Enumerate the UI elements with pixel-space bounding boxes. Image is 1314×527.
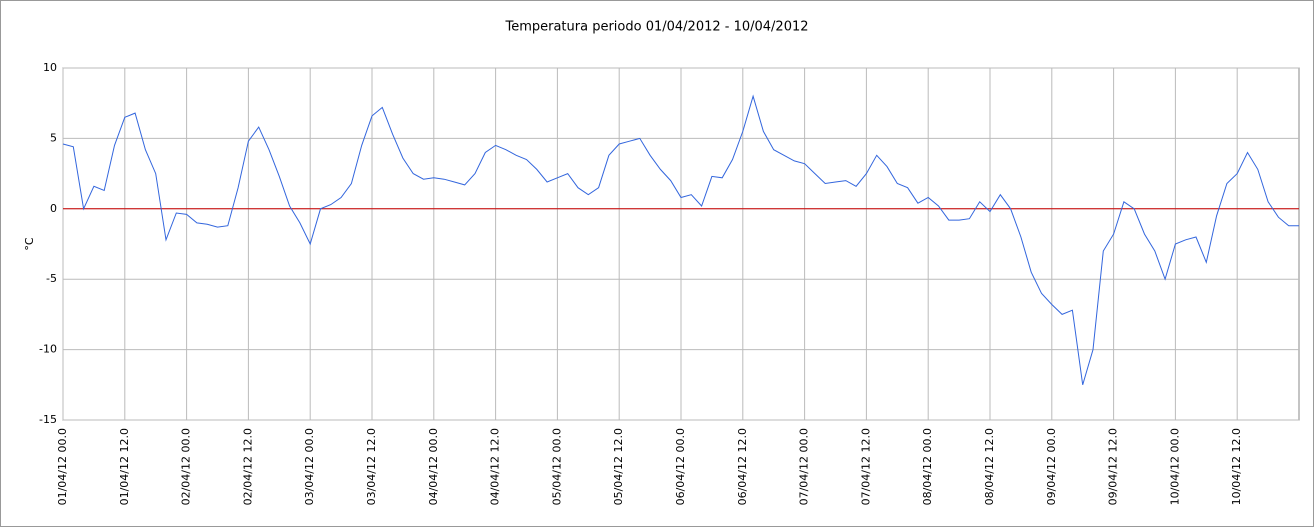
data-line — [62, 94, 1299, 385]
x-tick-label: 07/04/12 12.0 — [859, 428, 872, 505]
y-tick-label: -5 — [46, 272, 57, 285]
x-tick-label: 06/04/12 00.0 — [674, 428, 687, 505]
x-tick-label: 09/04/12 12.0 — [1107, 428, 1120, 505]
x-tick-label: 01/04/12 00.0 — [56, 428, 69, 505]
x-tick-label: 10/04/12 12.0 — [1230, 428, 1243, 505]
y-axis-label: °C — [23, 237, 36, 251]
y-tick-label: -10 — [39, 343, 57, 356]
x-tick-label: 04/04/12 00.0 — [427, 428, 440, 505]
x-tick-label: 01/04/12 12.0 — [118, 428, 131, 505]
y-tick-label: 0 — [50, 202, 57, 215]
x-tick-label: 04/04/12 12.0 — [489, 428, 502, 505]
x-tick-label: 08/04/12 12.0 — [983, 428, 996, 505]
x-tick-label: 03/04/12 00.0 — [303, 428, 316, 505]
x-tick-label: 02/04/12 12.0 — [241, 428, 254, 505]
x-tick-label: 03/04/12 12.0 — [365, 428, 378, 505]
y-tick-label: 5 — [50, 131, 57, 144]
y-tick-label: 10 — [43, 61, 57, 74]
x-tick-label: 05/04/12 00.0 — [550, 428, 563, 505]
x-tick-label: 07/04/12 00.0 — [798, 428, 811, 505]
chart-title: Temperatura periodo 01/04/2012 - 10/04/2… — [504, 20, 808, 35]
x-tick-label: 08/04/12 00.0 — [921, 428, 934, 505]
x-tick-label: 10/04/12 00.0 — [1168, 428, 1181, 505]
x-tick-label: 09/04/12 00.0 — [1045, 428, 1058, 505]
x-tick-label: 06/04/12 12.0 — [736, 428, 749, 505]
x-tick-label: 05/04/12 12.0 — [612, 428, 625, 505]
x-tick-label: 02/04/12 00.0 — [180, 428, 193, 505]
y-tick-label: -15 — [39, 413, 57, 426]
